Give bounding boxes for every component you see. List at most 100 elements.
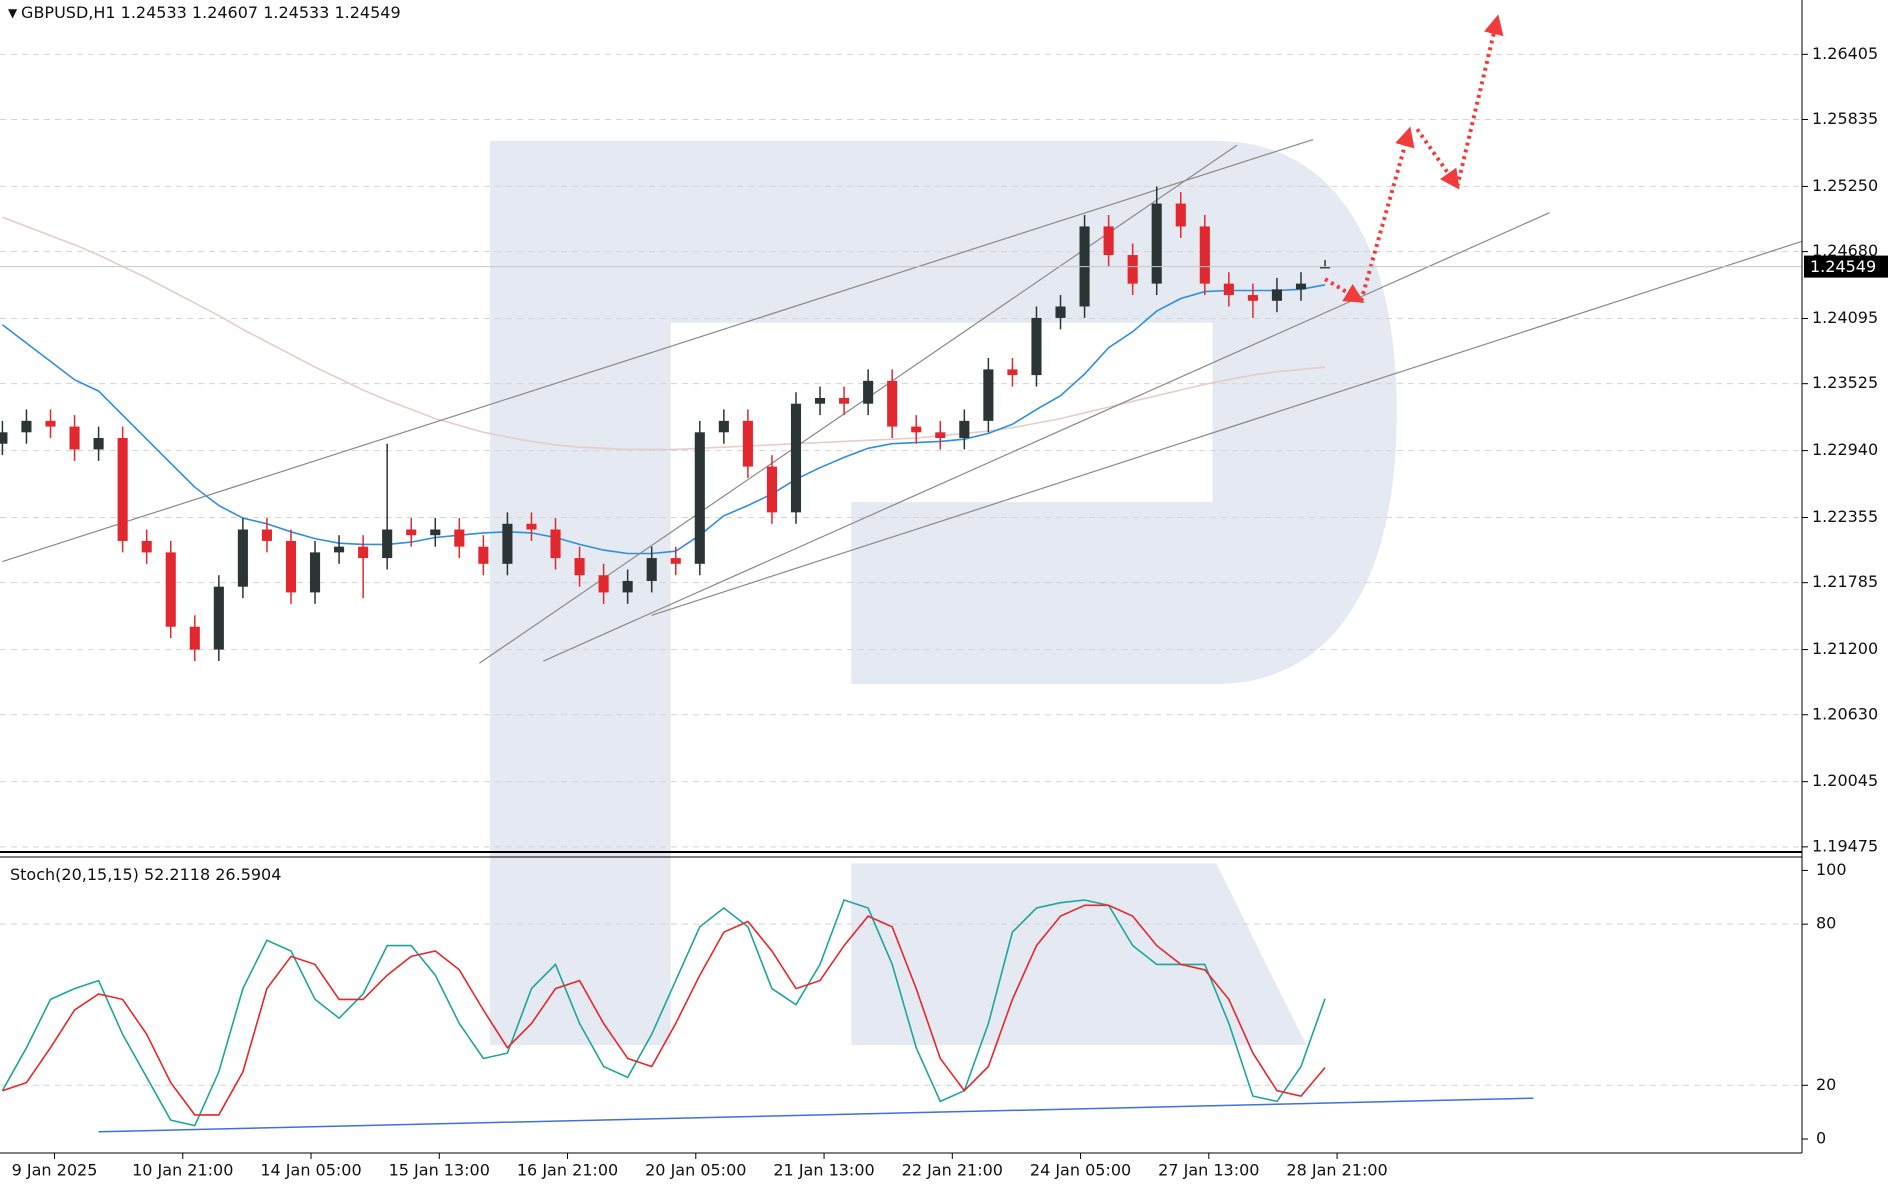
candle-body (165, 552, 176, 627)
x-tick-label: 16 Jan 21:00 (517, 1161, 618, 1180)
candle-body (670, 558, 681, 564)
dropdown-icon: ▼ (8, 6, 21, 20)
x-tick-label: 15 Jan 13:00 (389, 1161, 490, 1180)
candle-body (117, 438, 128, 541)
watermark-r (490, 140, 1397, 1046)
candle-body (790, 403, 802, 513)
y-tick-label: 20 (1816, 1075, 1836, 1094)
y-tick-label: 0 (1816, 1129, 1826, 1148)
candle-body (430, 529, 441, 536)
forecast-arrow (1415, 128, 1460, 190)
candle-body (0, 432, 8, 444)
last-high: 1.24607 (192, 3, 258, 22)
stoch-line (2, 904, 1326, 1116)
symbol: GBPUSD,H1 (21, 3, 116, 22)
indicator-name: Stoch(20,15,15) (10, 865, 139, 884)
candle-body (502, 523, 513, 564)
moving-average (2, 216, 1326, 451)
candle-body (1175, 203, 1186, 227)
candle-body (1247, 295, 1258, 301)
candle-body (285, 540, 297, 593)
candle-body (766, 466, 777, 513)
x-tick-label: 21 Jan 13:00 (773, 1161, 874, 1180)
y-tick-label: 1.24095 (1812, 308, 1878, 327)
candle-body (814, 397, 826, 404)
candle-body (1271, 289, 1283, 301)
candle-body (983, 369, 994, 421)
trendline (2, 138, 1314, 563)
candle-body (237, 529, 248, 587)
stoch-line (1, 898, 1326, 1127)
y-tick-label: 1.26405 (1812, 44, 1878, 63)
candle-body (574, 558, 585, 576)
x-tick-label: 24 Jan 05:00 (1030, 1161, 1131, 1180)
candle-body (718, 420, 729, 433)
candle-body (911, 426, 922, 433)
y-tick-label: 1.20630 (1812, 704, 1878, 723)
y-tick-label: 100 (1816, 860, 1847, 879)
candle-body (959, 420, 970, 439)
candle-body (189, 626, 200, 650)
x-tick-label: 10 Jan 21:00 (132, 1161, 233, 1180)
watermark-leg (851, 863, 1307, 1046)
candle-body (646, 558, 657, 581)
candle-body (382, 529, 393, 559)
candle-body (478, 546, 489, 564)
candle-body (1295, 283, 1307, 290)
watermark (490, 140, 1397, 1046)
y-tick-label: 80 (1816, 914, 1836, 933)
candle-body (1319, 266, 1331, 269)
candle-body (93, 438, 104, 450)
x-tick-label: 20 Jan 05:00 (645, 1161, 746, 1180)
stoch-main-last: 52.2118 (144, 865, 210, 884)
y-tick-label: 1.20045 (1812, 771, 1878, 790)
y-tick-label: 1.21200 (1812, 639, 1878, 658)
moving-average (1, 284, 1326, 555)
candle-body (1031, 317, 1042, 376)
trendline (98, 1097, 1534, 1133)
y-tick-label: 1.25250 (1812, 176, 1878, 195)
last-low: 1.24533 (263, 3, 329, 22)
last-open: 1.24533 (121, 3, 187, 22)
candle-body (406, 529, 417, 536)
candle-body (550, 529, 561, 559)
forecast-arrow (1324, 277, 1365, 303)
y-tick-label: 1.19475 (1812, 836, 1878, 855)
candle-body (1127, 255, 1138, 284)
candle-body (1223, 283, 1234, 296)
stoch-signal-last: 26.5904 (215, 865, 281, 884)
x-tick-label: 9 Jan 2025 (12, 1161, 98, 1180)
y-tick-label: 1.23525 (1812, 373, 1878, 392)
candle-body (1055, 306, 1066, 318)
forecast-arrow (1455, 14, 1504, 187)
candle-body (622, 580, 633, 593)
plot-layer (0, 14, 1803, 1133)
candle-body (213, 586, 224, 650)
trendline (543, 212, 1550, 662)
trendline (651, 240, 1803, 616)
candle-body (69, 426, 80, 450)
candle-body (935, 432, 946, 439)
candle-body (334, 546, 345, 553)
candle-body (1103, 226, 1114, 256)
candle-body (454, 529, 465, 547)
candle-body (1007, 369, 1018, 376)
candle-body (598, 575, 609, 593)
candle-body (45, 420, 56, 427)
candle-body (141, 540, 152, 553)
y-tick-label: 1.25835 (1812, 109, 1878, 128)
candle-body (1199, 226, 1210, 284)
x-tick-label: 22 Jan 21:00 (902, 1161, 1003, 1180)
candle-body (887, 380, 898, 427)
candle-body (839, 397, 850, 404)
candle-body (694, 432, 705, 564)
candle-body (261, 529, 272, 541)
x-tick-label: 14 Jan 05:00 (260, 1161, 361, 1180)
y-tick-label: 1.22940 (1812, 440, 1878, 459)
last-close: 1.24549 (334, 3, 400, 22)
forecast-arrow (1359, 126, 1415, 302)
y-tick-label: 1.21785 (1812, 572, 1878, 591)
candle-body (1151, 203, 1162, 284)
x-tick-label: 27 Jan 13:00 (1158, 1161, 1259, 1180)
